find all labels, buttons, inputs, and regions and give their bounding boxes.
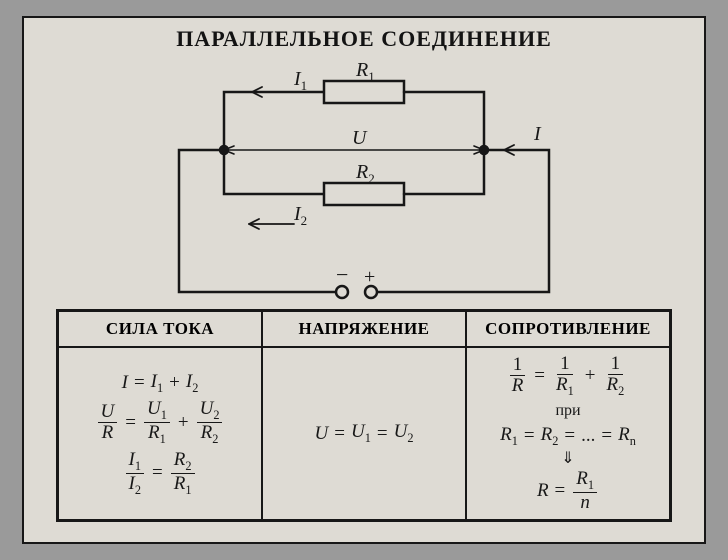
col-header-resistance: СОПРОТИВЛЕНИЕ [466,311,670,347]
cond-word: при [555,402,580,420]
label-I1: I1 [293,68,307,93]
label-plus: + [364,266,375,288]
label-R1: R1 [355,62,375,84]
down-arrow-icon: ⇓ [561,453,574,466]
col-header-current: СИЛА ТОКА [58,311,262,347]
label-I2: I2 [293,203,307,228]
page-frame: ПАРАЛЛЕЛЬНОЕ СОЕДИНЕНИЕ [22,16,706,544]
page-title: ПАРАЛЛЕЛЬНОЕ СОЕДИНЕНИЕ [24,26,704,52]
label-minus: − [336,262,348,287]
resistance-cell: 1R = 1R1 + 1R2 при R1= R2= ...= Rn ⇓ R= … [466,347,670,520]
label-U: U [352,127,368,149]
formula-table: СИЛА ТОКА НАПРЯЖЕНИЕ СОПРОТИВЛЕНИЕ I= I1… [56,309,672,522]
voltage-cell: U= U1=U2 [262,347,466,520]
circuit-diagram: I1 R1 U R2 I2 I − + [24,62,704,327]
label-I: I [533,123,542,145]
label-R2: R2 [355,161,375,186]
current-cell: I= I1+I2 UR = U1R1 + U2R2 I1I2 = R2R1 [58,347,262,520]
col-header-voltage: НАПРЯЖЕНИЕ [262,311,466,347]
